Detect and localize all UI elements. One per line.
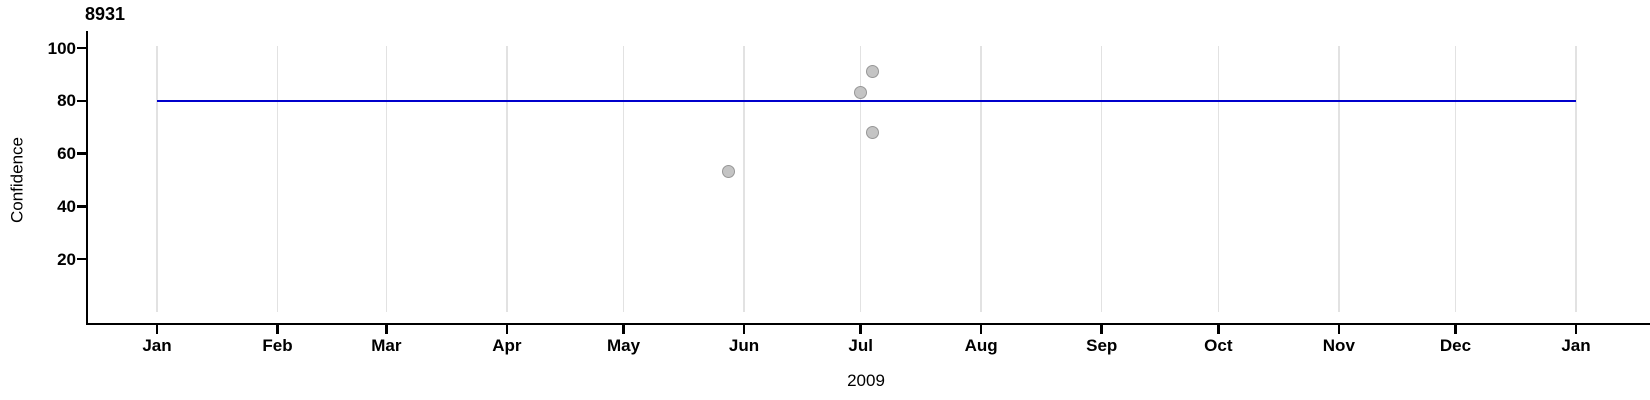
- x-tick-label: Oct: [1204, 336, 1233, 355]
- month-gridline: [506, 46, 508, 312]
- y-tick-label: 100: [47, 38, 76, 58]
- y-axis-tick: [77, 205, 86, 208]
- month-gridline: [1454, 46, 1457, 312]
- data-point: [854, 86, 868, 100]
- y-axis-tick: [77, 46, 86, 50]
- month-gridline: [156, 46, 158, 312]
- month-gridline: [276, 46, 279, 312]
- month-gridline: [1575, 46, 1577, 312]
- x-tick-label: Sep: [1086, 336, 1118, 355]
- x-axis-tick: [979, 325, 983, 334]
- x-axis-tick: [859, 325, 862, 334]
- x-axis-tick: [622, 325, 625, 334]
- y-tick-label: 80: [57, 91, 76, 111]
- month-gridline: [1100, 46, 1103, 312]
- data-point: [721, 165, 735, 179]
- month-gridline: [385, 46, 388, 312]
- x-tick-label: Jun: [728, 336, 760, 355]
- x-tick-label: Jan: [142, 336, 172, 355]
- x-axis-tick: [1454, 325, 1457, 334]
- y-axis-tick: [77, 152, 86, 155]
- x-axis-tick: [155, 325, 159, 334]
- data-point: [865, 65, 879, 79]
- x-axis-tick: [505, 325, 509, 334]
- x-tick-label: Jul: [848, 336, 873, 355]
- month-gridline: [859, 46, 862, 312]
- data-point: [865, 125, 879, 139]
- x-axis-tick: [742, 325, 746, 334]
- y-tick-label: 20: [57, 249, 76, 269]
- y-axis-line: [85, 31, 88, 325]
- y-axis-tick: [77, 257, 86, 261]
- x-tick-label: Apr: [492, 336, 522, 355]
- x-tick-label: Aug: [964, 336, 998, 355]
- month-gridline: [1217, 46, 1220, 312]
- month-gridline: [1338, 46, 1340, 312]
- x-tick-label: Feb: [262, 336, 293, 355]
- x-tick-label: Nov: [1322, 336, 1355, 355]
- month-gridline: [743, 46, 745, 312]
- x-tick-label: Mar: [371, 336, 402, 355]
- x-axis-line: [85, 322, 1650, 325]
- x-axis-tick: [1100, 325, 1103, 334]
- x-axis-tick: [385, 325, 388, 334]
- x-tick-label: Dec: [1439, 336, 1472, 355]
- x-axis-title: 2009: [847, 371, 885, 390]
- confidence-threshold-line: [157, 99, 1576, 102]
- month-gridline: [622, 46, 625, 312]
- y-tick-label: 60: [57, 144, 76, 163]
- y-axis-tick: [77, 99, 86, 102]
- chart-title: 8931: [85, 4, 126, 24]
- x-axis-tick: [1337, 325, 1341, 334]
- month-gridline: [980, 46, 982, 312]
- x-tick-label: May: [606, 336, 641, 355]
- x-axis-tick: [1574, 325, 1578, 334]
- y-tick-label: 40: [57, 196, 76, 216]
- x-axis-tick: [276, 325, 279, 334]
- x-tick-label: Jan: [1561, 336, 1591, 355]
- x-axis-tick: [1217, 325, 1220, 334]
